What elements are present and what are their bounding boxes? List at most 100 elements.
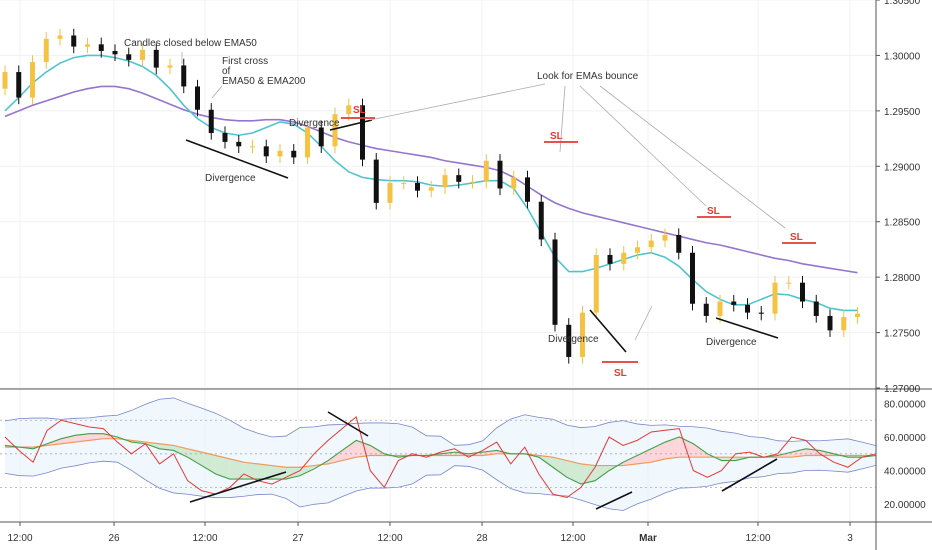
oscillator-tick-label: 60.00000 [884,433,926,444]
candle-body [153,49,159,68]
gridlines [0,0,876,521]
candle-body [387,182,393,203]
overbought-fill [665,437,680,459]
x-tick-label: 12:00 [7,533,32,544]
x-tick-label: 27 [292,533,304,544]
ema200-line [4,85,858,274]
sl-label-2: SL [550,131,563,142]
oversold-fill [566,460,581,485]
overbought-fill [342,440,357,461]
candle-body [401,182,407,184]
annotation-candles-closed: Candles closed below EMA50 [124,38,257,49]
rsi-line [4,415,877,499]
candle-body [30,62,35,98]
candle-body [43,38,49,63]
candle-body [525,177,530,202]
x-tick-label: 12:00 [377,533,402,544]
candle-body [786,282,792,284]
candle-body [250,146,255,148]
rsi-based-line [4,433,877,485]
annotation-divergence-3: Divergence [548,334,599,345]
candle-body [552,239,558,325]
annotation-ema-cross: EMA50 & EMA200 [222,76,306,87]
candle-body [621,252,627,264]
oscillator-tick-label: 20.00000 [884,500,926,511]
candle-body [277,150,283,157]
overbought-fill [75,433,90,443]
candle-body [511,177,517,189]
x-tick-label: 26 [108,533,120,544]
sl-label-3: SL [614,368,627,379]
overbought-fill [61,435,76,444]
sl-label-4: SL [707,206,720,217]
candle-body [360,105,365,160]
overbought-fill [791,448,806,458]
candle-body [2,72,8,89]
candle-body [222,133,228,142]
candle-body [538,201,544,240]
candle-body [703,303,709,316]
price-tick-label: 1.29500 [884,107,921,118]
candle-body [263,146,269,157]
pointer-line [634,305,653,341]
candle-body [85,44,90,47]
pointer-line [599,85,786,229]
annotation-divergence-2: Divergence [289,118,340,129]
candle-body [112,50,118,55]
lower-band-line [4,460,877,511]
overbought-fill [328,450,343,464]
oversold-fill [595,465,610,481]
pointer-line [579,85,707,207]
candle-body [291,150,297,158]
candle-body [772,282,778,314]
candle-body [731,301,737,305]
candle-body [318,127,324,147]
price-tick-label: 1.28500 [884,218,921,229]
x-tick-label: 28 [476,533,488,544]
overbought-fill [623,455,638,466]
candle-body [442,175,448,188]
price-tick-label: 1.27500 [884,329,921,340]
candle-body [98,44,104,51]
candle-body [16,72,22,98]
candle-body [415,182,420,191]
candle-body [167,65,173,68]
annotation-ema-bounce: Look for EMAs bounce [537,71,639,82]
oversold-fill [187,448,202,466]
candle-body [332,114,338,147]
candle-body [57,35,63,39]
candle-body [855,313,860,318]
oscillator-tick-label: 40.00000 [884,467,926,478]
annotation-divergence-4: Divergence [706,337,757,348]
price-tick-label: 1.27000 [884,384,921,395]
candle-body [497,160,503,189]
overbought-fill [679,437,694,458]
candle-body [71,35,77,47]
candle-body [676,235,682,253]
annotations: Candles closed below EMA50 First cross o… [124,38,816,510]
candle-body [745,304,750,313]
oscillator-divergence-trendline [327,411,369,437]
candle-body [580,312,585,357]
oscillator-divergence-trendline [189,471,287,503]
annotation-of: of [222,66,231,77]
oversold-fill [580,463,596,485]
divergence-trendline [329,119,373,131]
x-tick-label: Mar [639,533,657,544]
overbought-fill [637,448,652,464]
oscillator-divergence-trendline [595,491,633,510]
divergence-trendline [185,139,289,179]
oversold-fill [229,458,244,480]
pointer-line [369,83,546,121]
annotation-first-cross: First cross [222,56,268,67]
candle-body [483,160,489,182]
x-tick-label: 12:00 [560,533,585,544]
candle-body [717,301,723,316]
oscillator-divergence-trendline [721,458,778,492]
candle-body [635,247,640,253]
candle-body [373,159,379,203]
price-tick-label: 1.30500 [884,0,921,7]
oversold-fill [215,455,230,480]
candle-body [607,254,613,264]
